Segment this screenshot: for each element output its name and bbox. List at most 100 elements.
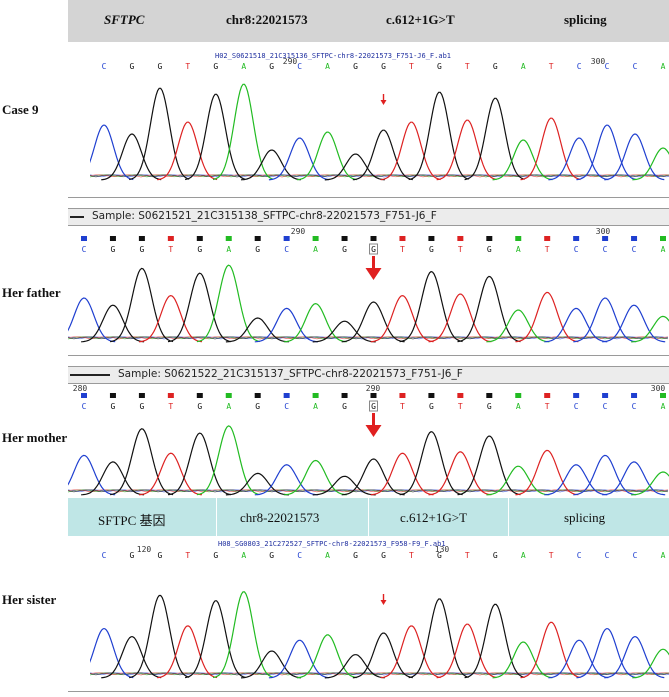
- base-call: C: [82, 402, 87, 411]
- base-color-box: [225, 393, 232, 398]
- trace-peak: [380, 625, 441, 679]
- base-call: T: [185, 551, 190, 560]
- gene-name: SFTPC: [104, 12, 145, 27]
- variant-arrow-icon: [365, 268, 382, 280]
- base-call: G: [342, 245, 347, 254]
- divider: [508, 498, 509, 536]
- base-color-box: [660, 393, 666, 398]
- base-call: T: [400, 402, 405, 411]
- collapse-icon: [70, 374, 110, 376]
- sample-name-mother: Sample: S0621522_21C315137_SFTPC-chr8-22…: [118, 368, 463, 380]
- trace-peak: [225, 472, 289, 496]
- tick-label: 290: [283, 57, 298, 66]
- base-color-box: [573, 236, 580, 241]
- base-color-box: [81, 236, 87, 241]
- gene-name: SFTPC 基因: [98, 513, 166, 528]
- base-call: A: [325, 551, 330, 560]
- base-color-box: [486, 393, 493, 398]
- base-call: T: [409, 62, 414, 71]
- base-call: A: [325, 62, 330, 71]
- trace-peak: [464, 97, 525, 181]
- base-call: C: [603, 245, 608, 254]
- base-call: C: [297, 62, 302, 71]
- base-color-box: [109, 393, 116, 398]
- trace-peak: [457, 435, 521, 496]
- sample-bar-mother: Sample: S0621522_21C315137_SFTPC-chr8-22…: [68, 366, 669, 384]
- trace-peak: [520, 621, 581, 679]
- base-color-box: [515, 236, 522, 241]
- variant-cdna: c.612+1G>T: [386, 12, 455, 27]
- trace-peak: [312, 475, 376, 496]
- trace-filename-case: H02_S0621518_21C315136_SFTPC-chr8-220215…: [215, 52, 452, 60]
- base-color-box: [254, 236, 261, 241]
- base-call: A: [516, 402, 521, 411]
- variant-header-top: SFTPC chr8:22021573 c.612+1G>T splicing: [68, 0, 669, 42]
- trace-peak: [283, 302, 347, 343]
- base-color-box: [486, 236, 493, 241]
- trace-peak: [573, 454, 637, 496]
- variant-header-mid: SFTPC 基因 chr8-22021573 c.612+1G>T splici…: [68, 498, 669, 536]
- trace-peak: [196, 264, 261, 343]
- base-call: G: [157, 62, 162, 71]
- base-call: C: [82, 245, 87, 254]
- base-color-box: [167, 236, 174, 241]
- tick-label: 290: [366, 384, 381, 393]
- base-color-box: [341, 236, 348, 241]
- base-color-box: [196, 393, 203, 398]
- trace-peak: [380, 121, 441, 181]
- base-color-box: [602, 236, 609, 241]
- base-call: G: [111, 402, 116, 411]
- panel-label-case: Case 9: [2, 102, 39, 117]
- base-color-box: [370, 393, 377, 398]
- tick-label: 120: [137, 545, 152, 554]
- base-color-box: [283, 393, 290, 398]
- trace-peak: [184, 93, 246, 181]
- trace-peak: [631, 315, 669, 343]
- sample-bar-father: Sample: S0621521_21C315138_SFTPC-chr8-22…: [68, 208, 669, 226]
- trace-peak: [129, 594, 190, 679]
- trace-peak: [486, 309, 550, 343]
- base-call: G: [429, 245, 434, 254]
- base-call: C: [577, 551, 582, 560]
- trace-peak: [324, 654, 385, 679]
- base-call: G: [130, 62, 135, 71]
- base-call: T: [545, 402, 550, 411]
- base-color-box: [602, 393, 609, 398]
- trace-peak: [548, 137, 609, 181]
- trace-peak: [408, 91, 469, 181]
- base-call: A: [661, 62, 666, 71]
- base-call: C: [102, 62, 107, 71]
- trace-peak: [90, 628, 134, 679]
- divider: [368, 498, 369, 536]
- base-call: T: [545, 245, 550, 254]
- base-call: A: [313, 402, 318, 411]
- base-call: C: [577, 62, 582, 71]
- trace-peak: [184, 600, 246, 679]
- base-call: C: [284, 402, 289, 411]
- tick-label: 280: [73, 384, 88, 393]
- base-call: C: [632, 402, 637, 411]
- trace-peak: [492, 139, 553, 181]
- trace-peak: [81, 304, 145, 343]
- trace-peak: [296, 131, 358, 181]
- base-call: C: [633, 551, 638, 560]
- tick-label: 290: [291, 227, 306, 236]
- trace-peak: [573, 297, 637, 343]
- trace-peak: [604, 133, 665, 181]
- chromatogram-sister: 120 130 C G G T G A G C A G G T G T G A T C C C A: [90, 545, 669, 679]
- base-color-box: [428, 236, 435, 241]
- base-call: T: [458, 245, 463, 254]
- base-call: A: [521, 551, 526, 560]
- collapse-icon: [70, 216, 84, 218]
- base-color-box: [573, 393, 580, 398]
- trace-peak: [225, 317, 289, 343]
- trace-peak: [110, 428, 174, 496]
- trace-peak: [520, 117, 581, 181]
- base-call: G: [157, 551, 162, 560]
- trace-peak: [341, 458, 405, 496]
- base-call: T: [185, 62, 190, 71]
- trace-peak: [352, 129, 413, 181]
- base-call: A: [661, 402, 666, 411]
- base-color-box: [81, 393, 87, 398]
- base-call: C: [574, 402, 579, 411]
